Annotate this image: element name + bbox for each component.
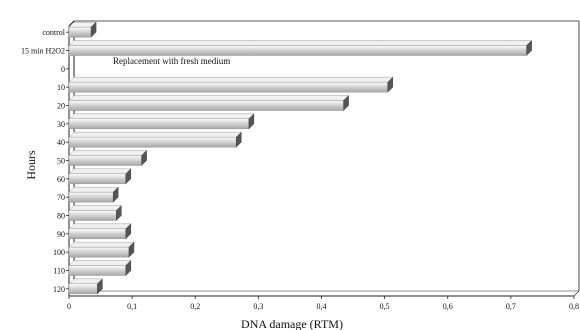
bar-3 xyxy=(68,76,394,93)
x-tick-label: 0,4 xyxy=(317,302,327,311)
floor-right-edge xyxy=(573,290,580,297)
bar-5 xyxy=(68,113,255,130)
x-tick-label: 0,2 xyxy=(190,302,200,311)
y-category-label: 15 min H2O2 xyxy=(21,47,65,56)
bar-13 xyxy=(68,260,132,276)
bar-1 xyxy=(68,40,533,56)
bar-7 xyxy=(68,150,148,166)
y-category-label: 120 xyxy=(53,285,65,294)
y-category-label: 0 xyxy=(61,65,65,74)
y-axis-title: Hours xyxy=(24,150,38,180)
x-tick-label: 0,7 xyxy=(506,302,516,311)
x-tick-label: 0,6 xyxy=(443,302,453,311)
y-category-label: 70 xyxy=(57,193,65,202)
chart-frame xyxy=(66,20,580,299)
x-tick-labels: 0 0,1 0,2 0,3 0,4 0,5 0,6 0,7 0,8 xyxy=(67,302,579,311)
y-category-label: 80 xyxy=(57,212,65,221)
y-category-label: 60 xyxy=(57,175,65,184)
y-category-label: 50 xyxy=(57,157,65,166)
bar-10 xyxy=(68,205,122,221)
bar-12 xyxy=(68,241,135,258)
bars-group xyxy=(68,21,533,295)
x-tick-label: 0,5 xyxy=(380,302,390,311)
y-category-label: 20 xyxy=(57,102,65,111)
x-tick-label: 0 xyxy=(67,302,71,311)
y-category-label: 30 xyxy=(57,120,65,129)
annotation-label: Replacement with fresh medium xyxy=(113,56,230,66)
y-category-label: 40 xyxy=(57,138,65,147)
y-category-label: 90 xyxy=(57,230,65,239)
bar-8 xyxy=(68,168,132,185)
y-category-label: 10 xyxy=(57,83,65,92)
x-tick-label: 0,3 xyxy=(253,302,263,311)
y-category-label: 110 xyxy=(53,267,65,276)
bar-6 xyxy=(68,131,242,148)
x-axis-title: DNA damage (RTM) xyxy=(241,317,343,330)
y-category-label: control xyxy=(42,28,65,37)
bar-9 xyxy=(68,186,119,203)
y-category-label: 100 xyxy=(53,248,65,257)
x-tick-label: 0,8 xyxy=(569,302,579,311)
bar-11 xyxy=(68,223,132,240)
bar-4 xyxy=(68,95,350,111)
bar-14 xyxy=(68,278,103,295)
x-tick-label: 0,1 xyxy=(127,302,137,311)
bar-0 xyxy=(68,21,97,38)
y-category-labels: control 15 min H2O2 0 10 20 30 40 50 60 70 80 90 100… xyxy=(21,28,66,294)
wall-top-edge xyxy=(68,20,75,27)
